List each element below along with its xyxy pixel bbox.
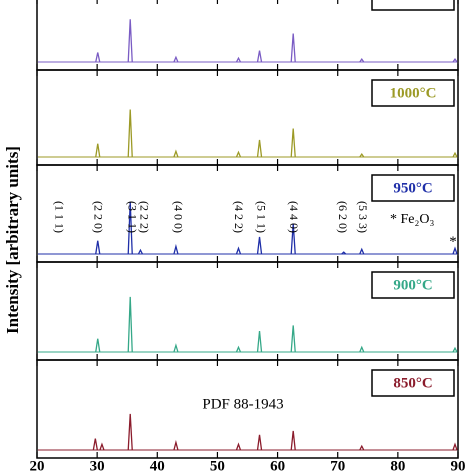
panel-frame	[36, 359, 459, 459]
legend-label: 900°C	[393, 277, 432, 293]
peak	[290, 430, 296, 451]
peak	[359, 58, 365, 63]
peak	[256, 331, 263, 353]
impurity-label: * Fe₂O₃	[390, 212, 434, 227]
x-tick-label: 90	[451, 458, 466, 474]
peak	[235, 150, 242, 158]
peak	[173, 149, 179, 158]
peak	[127, 296, 133, 353]
legend-box	[371, 79, 455, 107]
hkl-label: (4 4 0)	[287, 201, 301, 233]
peak	[290, 223, 296, 255]
reference-label: PDF 88-1943	[202, 396, 283, 412]
peak	[127, 109, 133, 158]
peak	[290, 325, 296, 353]
hkl-label: (2 2 2)	[138, 201, 152, 233]
hkl-label: (3 1 1)	[126, 201, 140, 233]
hkl-label: (6 2 0)	[336, 201, 350, 233]
peak	[173, 343, 179, 353]
peak	[99, 442, 105, 451]
hkl-label: (5 3 3)	[356, 201, 370, 233]
peak	[256, 434, 263, 451]
peak	[256, 236, 263, 255]
x-tick-label: 50	[210, 458, 225, 474]
x-tick-label: 80	[390, 458, 405, 474]
peak	[92, 438, 98, 451]
legend-box	[371, 271, 455, 299]
peak	[341, 251, 347, 255]
legend-box	[371, 369, 455, 397]
legend-label: 950°C	[393, 180, 432, 196]
peak	[235, 246, 242, 255]
peak	[452, 442, 458, 451]
peak	[95, 143, 101, 158]
peak	[452, 346, 458, 353]
peak	[173, 243, 179, 255]
legend-label: 1000°C	[390, 85, 437, 101]
x-tick-label: 60	[270, 458, 285, 474]
y-axis-label: Intensity [arbitrary units]	[3, 146, 22, 334]
peak	[173, 55, 179, 63]
x-tick-label: 40	[150, 458, 165, 474]
peak	[127, 201, 133, 255]
hkl-label: (1 1 1)	[52, 201, 66, 233]
peak	[290, 33, 296, 63]
peak	[235, 56, 242, 63]
peak	[452, 151, 458, 158]
x-tick-label: 70	[330, 458, 345, 474]
peak	[452, 246, 458, 255]
peak	[95, 52, 101, 63]
peak	[256, 50, 263, 63]
x-tick-label: 20	[30, 458, 45, 474]
hkl-label: (5 1 1)	[254, 201, 268, 233]
peak	[235, 442, 242, 451]
legend-box	[371, 0, 455, 11]
peak	[359, 247, 365, 255]
peak	[256, 139, 263, 158]
peak	[359, 444, 365, 451]
peak	[452, 58, 458, 63]
peak	[359, 345, 365, 353]
legend-box	[371, 174, 455, 202]
hkl-label: (2 2 0)	[91, 201, 105, 233]
peak	[137, 248, 144, 255]
hkl-label: (4 0 0)	[171, 201, 185, 233]
peak	[95, 240, 101, 255]
x-tick-label: 30	[90, 458, 105, 474]
peak	[235, 345, 242, 353]
legend-label: 850°C	[393, 375, 432, 391]
peak	[127, 413, 133, 451]
peak	[359, 153, 365, 158]
hkl-label: (4 2 2)	[232, 201, 246, 233]
impurity-marker: *	[449, 234, 457, 250]
peak	[290, 128, 296, 158]
peak	[127, 19, 133, 63]
peak	[173, 439, 179, 451]
peak	[95, 338, 101, 353]
